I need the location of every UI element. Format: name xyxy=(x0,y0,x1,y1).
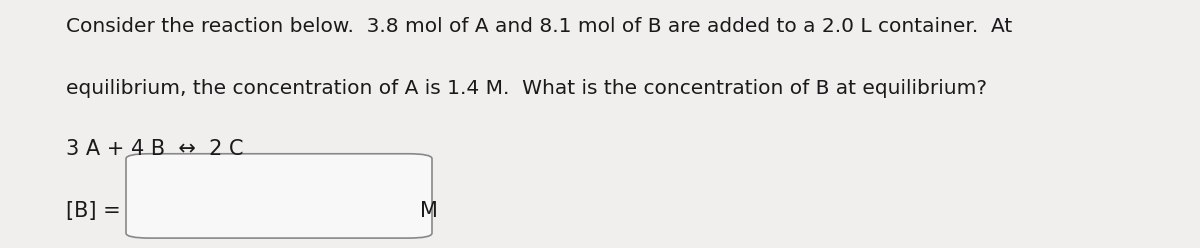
FancyBboxPatch shape xyxy=(126,154,432,238)
Text: M: M xyxy=(420,201,438,221)
Text: [B] =: [B] = xyxy=(66,201,121,221)
Text: equilibrium, the concentration of A is 1.4 M.  What is the concentration of B at: equilibrium, the concentration of A is 1… xyxy=(66,79,986,98)
Text: 3 A + 4 B  ↔  2 C: 3 A + 4 B ↔ 2 C xyxy=(66,139,244,159)
Text: Consider the reaction below.  3.8 mol of A and 8.1 mol of B are added to a 2.0 L: Consider the reaction below. 3.8 mol of … xyxy=(66,17,1013,36)
